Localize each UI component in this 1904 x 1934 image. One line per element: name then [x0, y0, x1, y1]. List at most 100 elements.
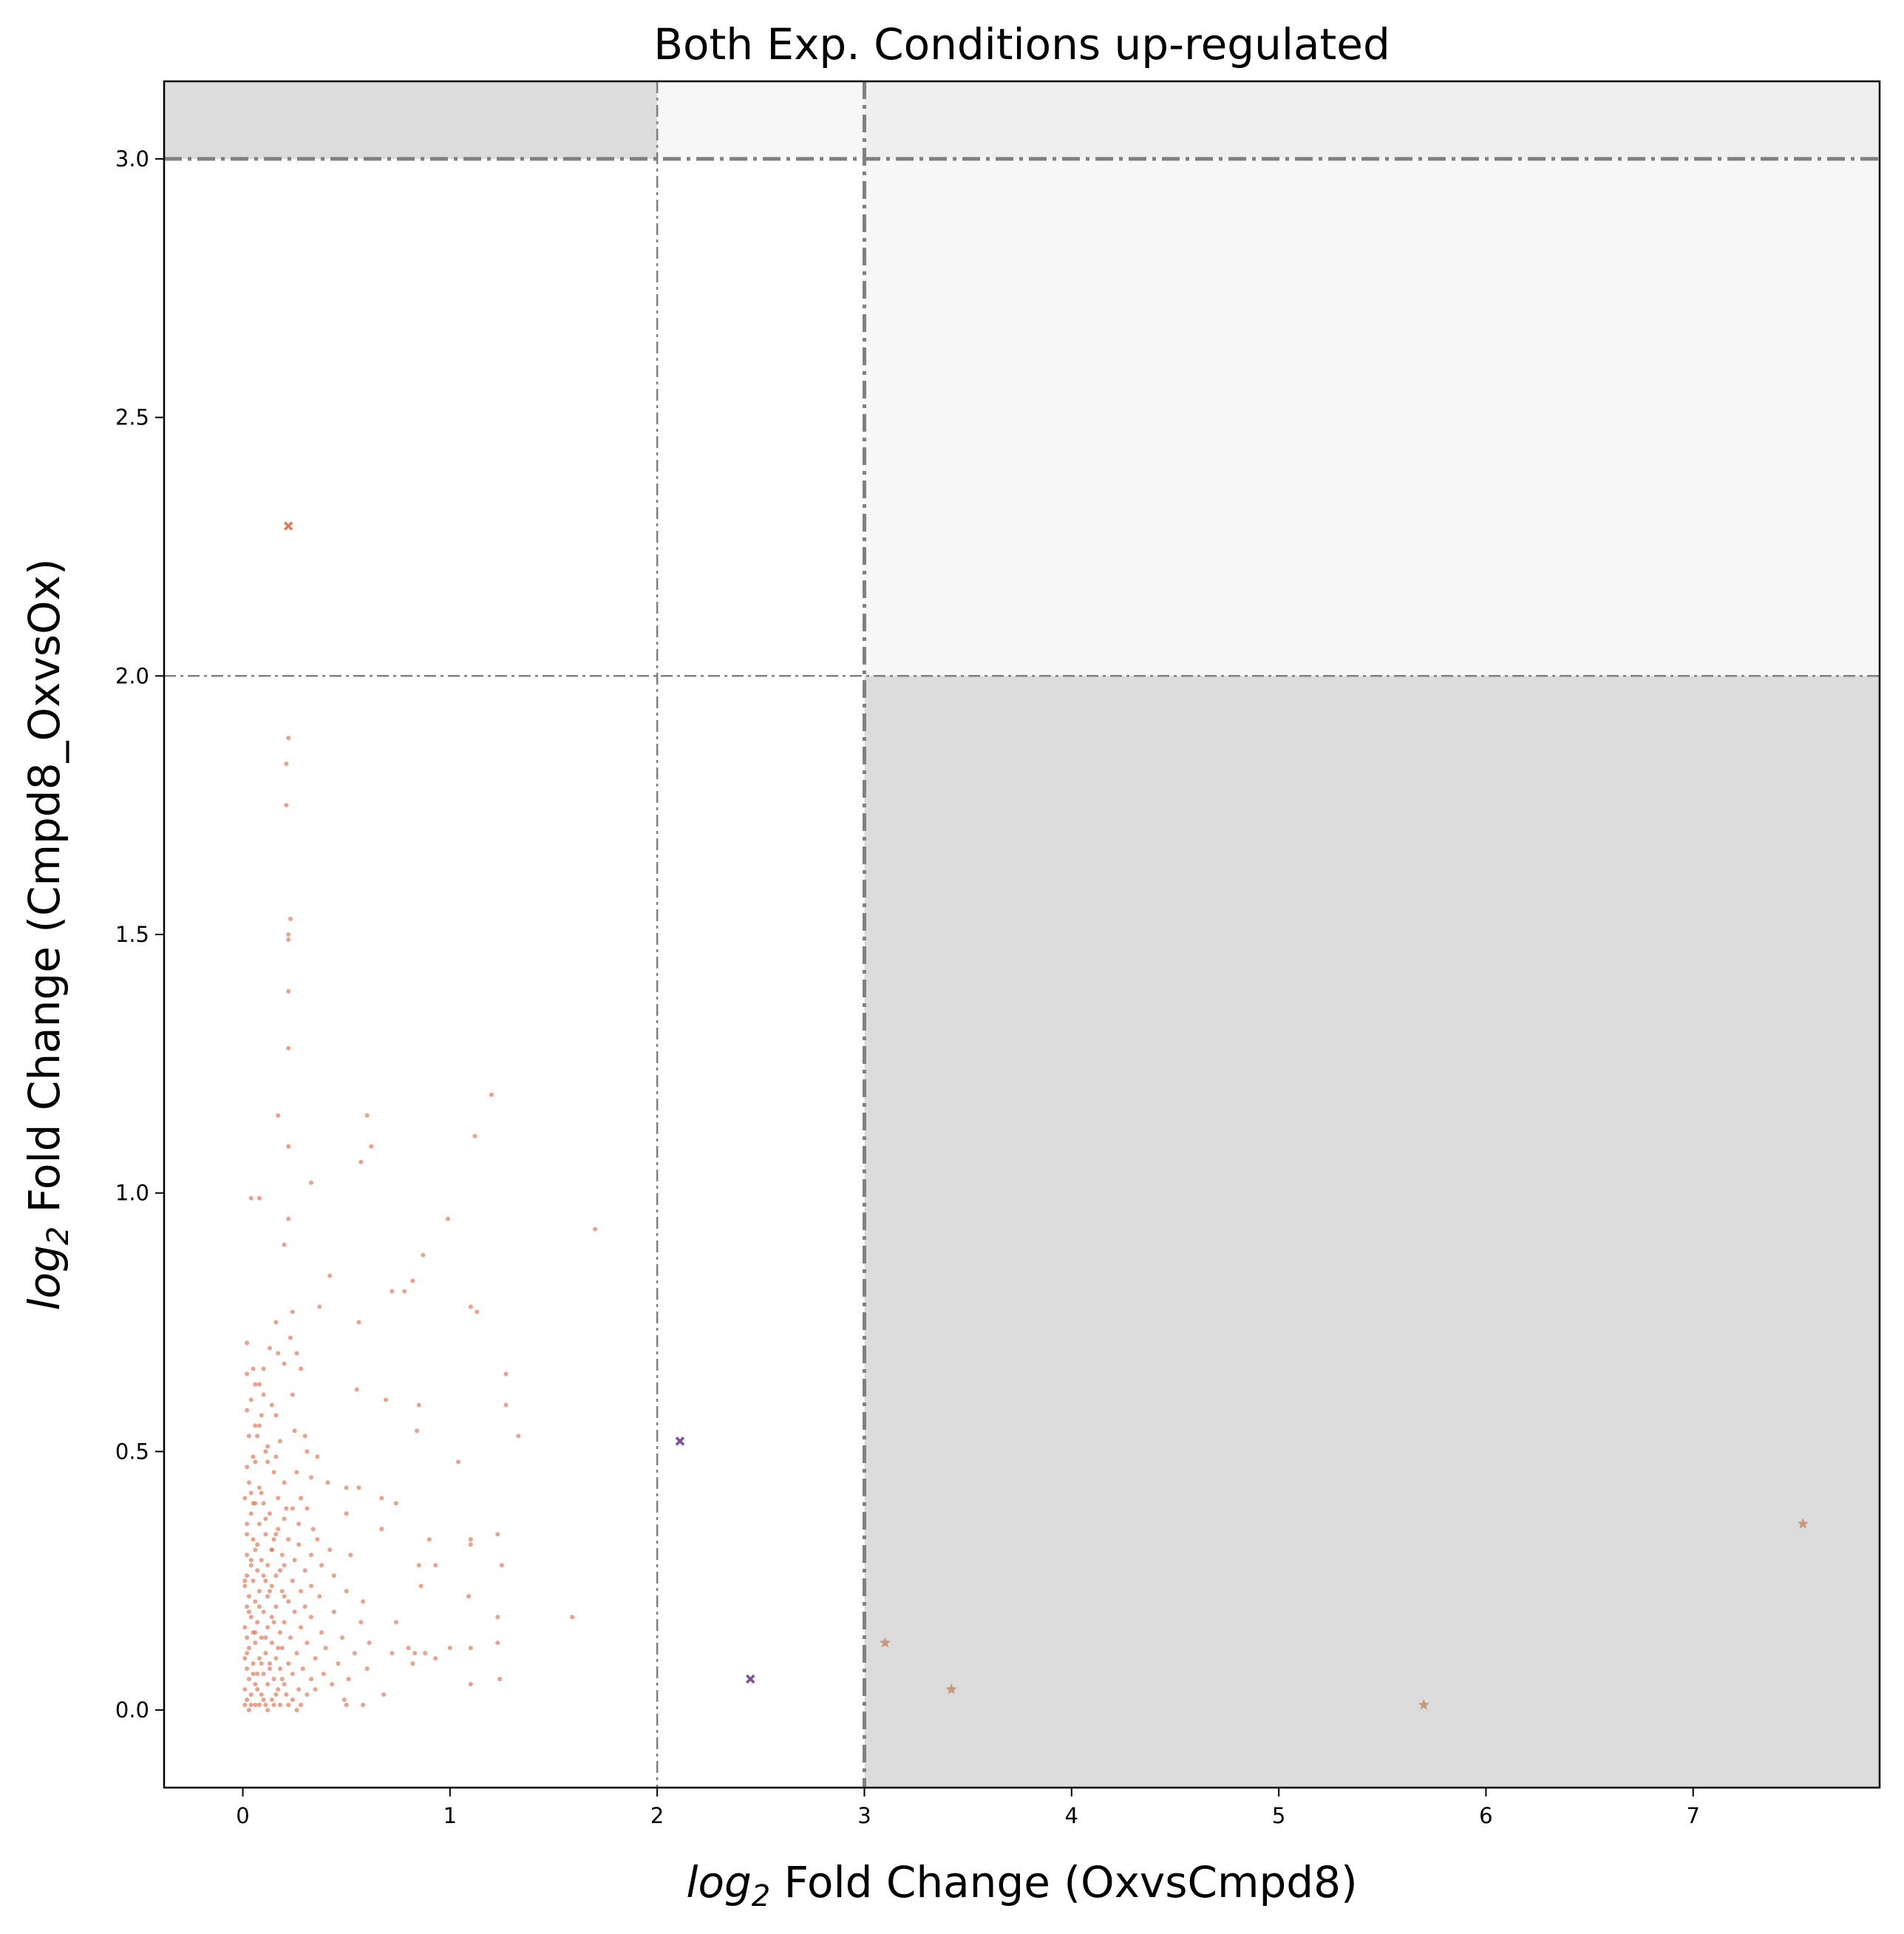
data-point-0-260 [248, 1558, 254, 1563]
data-point-0-168 [245, 1635, 250, 1640]
data-point-0-36 [294, 1351, 299, 1356]
data-point-0-217 [242, 1687, 248, 1692]
data-point-0-49 [245, 1408, 250, 1413]
data-point-0-253 [246, 1609, 251, 1615]
data-point-0-41 [245, 1371, 250, 1377]
data-point-0-122 [255, 1568, 260, 1573]
data-point-0-60 [305, 1449, 310, 1454]
data-point-0-232 [242, 1703, 248, 1708]
x-tick-label: 5 [1272, 1803, 1285, 1828]
data-point-0-209 [265, 1682, 271, 1687]
data-point-0-164 [319, 1630, 324, 1635]
data-point-0-111 [259, 1558, 264, 1563]
data-point-0-93 [379, 1527, 384, 1532]
y-tick-label: 3.0 [115, 146, 149, 172]
y-axis-label-text: Fold Change (Cmpd8_OxvsOx) [19, 558, 69, 1226]
data-point-0-261 [269, 1547, 274, 1553]
data-point-0-33 [288, 1335, 293, 1340]
data-point-0-215 [296, 1687, 302, 1692]
data-point-0-160 [299, 1625, 304, 1630]
data-point-0-233 [271, 1703, 276, 1708]
data-point-0-150 [495, 1615, 500, 1620]
data-point-0-109 [468, 1542, 473, 1547]
x-tick-label: 2 [650, 1803, 664, 1828]
data-point-0-16 [248, 1195, 254, 1201]
data-point-0-123 [273, 1573, 279, 1578]
data-point-0-2 [284, 803, 289, 808]
data-point-0-221 [381, 1692, 387, 1697]
data-point-0-246 [267, 1666, 272, 1672]
data-point-0-37 [282, 1361, 287, 1366]
data-point-0-278 [276, 1351, 281, 1356]
data-point-0-10 [286, 1144, 291, 1149]
data-point-0-224 [290, 1697, 295, 1703]
data-point-0-11 [369, 1144, 374, 1149]
data-point-0-272 [265, 1444, 271, 1449]
data-point-0-132 [242, 1584, 248, 1589]
data-point-0-229 [299, 1703, 304, 1708]
y-axis-ticks: 0.0 0.5 1.0 1.5 2.0 2.5 3.0 [115, 146, 164, 1723]
data-point-0-84 [393, 1501, 398, 1506]
x-tick-label: 3 [857, 1803, 871, 1828]
data-point-0-264 [245, 1521, 250, 1527]
data-point-0-76 [242, 1496, 248, 1501]
data-point-0-156 [255, 1620, 260, 1625]
data-point-0-124 [245, 1573, 250, 1578]
x-axis-label-log: log [686, 1857, 751, 1907]
data-point-1-0 [283, 521, 293, 531]
data-point-0-273 [277, 1439, 282, 1444]
data-point-0-231 [253, 1703, 258, 1708]
data-point-0-98 [251, 1537, 256, 1542]
data-point-0-130 [309, 1584, 314, 1589]
data-point-0-248 [245, 1651, 250, 1656]
data-point-0-17 [256, 1195, 262, 1201]
data-point-0-72 [256, 1485, 262, 1490]
data-point-0-230 [344, 1703, 349, 1708]
data-point-0-275 [269, 1402, 274, 1408]
x-axis-ticks: 0 1 2 3 4 5 6 7 [236, 1788, 1700, 1828]
data-point-0-9 [364, 1113, 370, 1118]
data-point-0-265 [263, 1516, 268, 1521]
data-point-0-210 [282, 1682, 287, 1687]
data-point-0-151 [570, 1615, 575, 1620]
data-point-0-172 [253, 1640, 258, 1646]
data-point-0-153 [269, 1615, 274, 1620]
data-point-0-140 [317, 1594, 322, 1599]
shaded-region-0 [164, 81, 658, 159]
data-point-0-138 [265, 1594, 271, 1599]
data-point-0-78 [299, 1496, 304, 1501]
data-point-0-157 [358, 1620, 364, 1625]
data-point-0-177 [468, 1646, 473, 1651]
data-point-0-213 [253, 1682, 258, 1687]
data-point-0-204 [271, 1677, 276, 1682]
y-tick-label: 0.5 [115, 1439, 149, 1464]
data-point-0-20 [286, 1216, 291, 1221]
data-point-0-192 [286, 1661, 291, 1666]
x-axis-label-base: 2 [752, 1879, 770, 1913]
data-point-0-256 [267, 1589, 272, 1594]
data-point-0-199 [245, 1666, 250, 1672]
data-point-0-205 [309, 1677, 314, 1682]
data-point-3-2 [1418, 1699, 1429, 1710]
data-point-0-212 [468, 1682, 473, 1687]
data-point-0-173 [279, 1646, 285, 1651]
data-point-0-207 [497, 1677, 503, 1682]
data-point-0-71 [325, 1480, 330, 1485]
data-point-0-125 [263, 1578, 268, 1584]
data-point-0-26 [402, 1289, 407, 1294]
data-point-0-152 [248, 1615, 254, 1620]
data-point-0-18 [446, 1216, 451, 1221]
data-point-0-245 [251, 1672, 256, 1677]
data-point-0-63 [273, 1454, 279, 1459]
data-point-0-137 [246, 1594, 251, 1599]
data-point-0-59 [516, 1433, 521, 1439]
data-point-0-179 [246, 1646, 251, 1651]
shaded-region-2 [864, 81, 1880, 159]
data-point-0-259 [277, 1568, 282, 1573]
data-point-0-220 [305, 1692, 310, 1697]
data-point-0-194 [410, 1661, 415, 1666]
data-point-0-202 [321, 1672, 326, 1677]
data-point-0-240 [248, 1703, 254, 1708]
data-point-0-165 [259, 1635, 264, 1640]
